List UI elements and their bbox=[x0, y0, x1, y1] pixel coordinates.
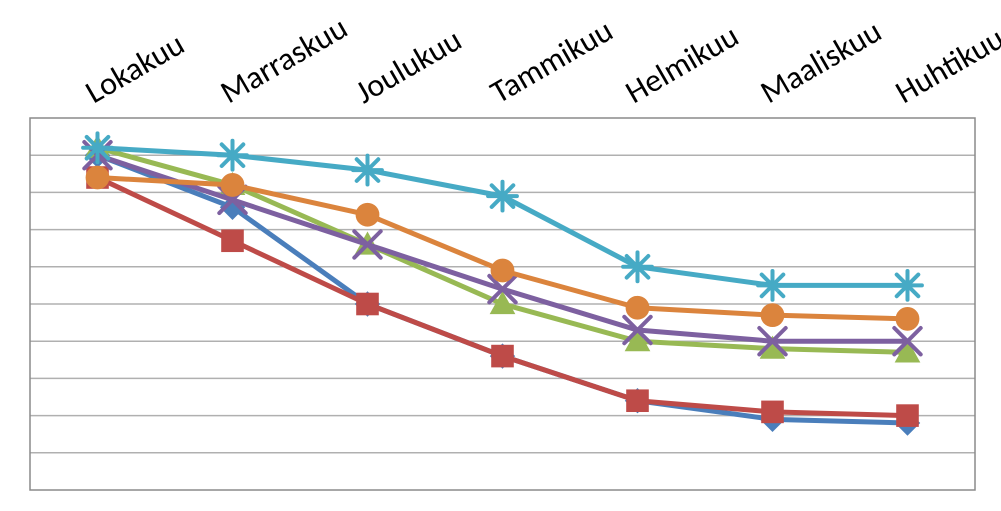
line-chart: LokakuuMarraskuuJoulukuuTammikuuHelmikuu… bbox=[0, 0, 1001, 511]
